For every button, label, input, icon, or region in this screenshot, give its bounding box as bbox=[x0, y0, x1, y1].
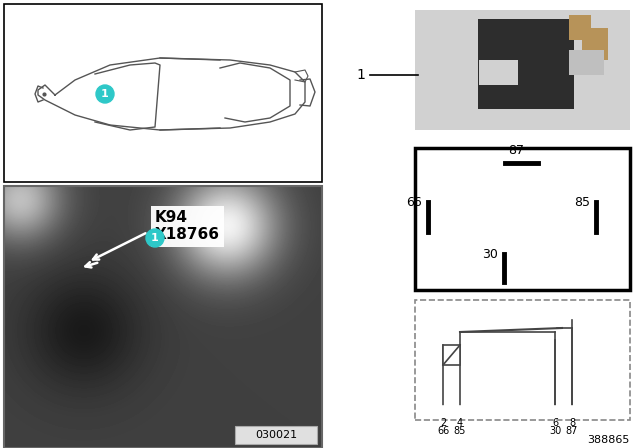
Bar bbox=[4, 186, 322, 448]
Bar bbox=[415, 300, 630, 420]
Text: 30: 30 bbox=[549, 426, 561, 436]
Circle shape bbox=[568, 406, 576, 414]
Text: 1: 1 bbox=[151, 233, 159, 243]
Text: 30: 30 bbox=[482, 248, 498, 261]
Text: 1: 1 bbox=[356, 68, 365, 82]
Bar bbox=[4, 4, 322, 182]
Text: 66: 66 bbox=[437, 426, 449, 436]
Text: 66: 66 bbox=[406, 196, 422, 209]
Circle shape bbox=[551, 406, 559, 414]
Text: 6: 6 bbox=[552, 418, 558, 428]
Circle shape bbox=[96, 85, 114, 103]
Circle shape bbox=[439, 406, 447, 414]
Text: 030021: 030021 bbox=[255, 430, 297, 440]
Text: 4: 4 bbox=[457, 418, 463, 428]
Bar bbox=[415, 148, 630, 290]
Text: 388865: 388865 bbox=[588, 435, 630, 445]
Text: 85: 85 bbox=[574, 196, 590, 209]
Bar bbox=[443, 345, 460, 365]
Circle shape bbox=[456, 406, 464, 414]
Text: 2: 2 bbox=[440, 418, 446, 428]
Text: 1: 1 bbox=[101, 89, 109, 99]
Text: 85: 85 bbox=[454, 426, 466, 436]
Text: 87: 87 bbox=[566, 426, 578, 436]
Circle shape bbox=[146, 229, 164, 247]
Text: K94
X18766: K94 X18766 bbox=[155, 210, 220, 242]
Text: 8: 8 bbox=[569, 418, 575, 428]
Bar bbox=[235, 426, 317, 444]
Text: 87: 87 bbox=[508, 144, 524, 157]
